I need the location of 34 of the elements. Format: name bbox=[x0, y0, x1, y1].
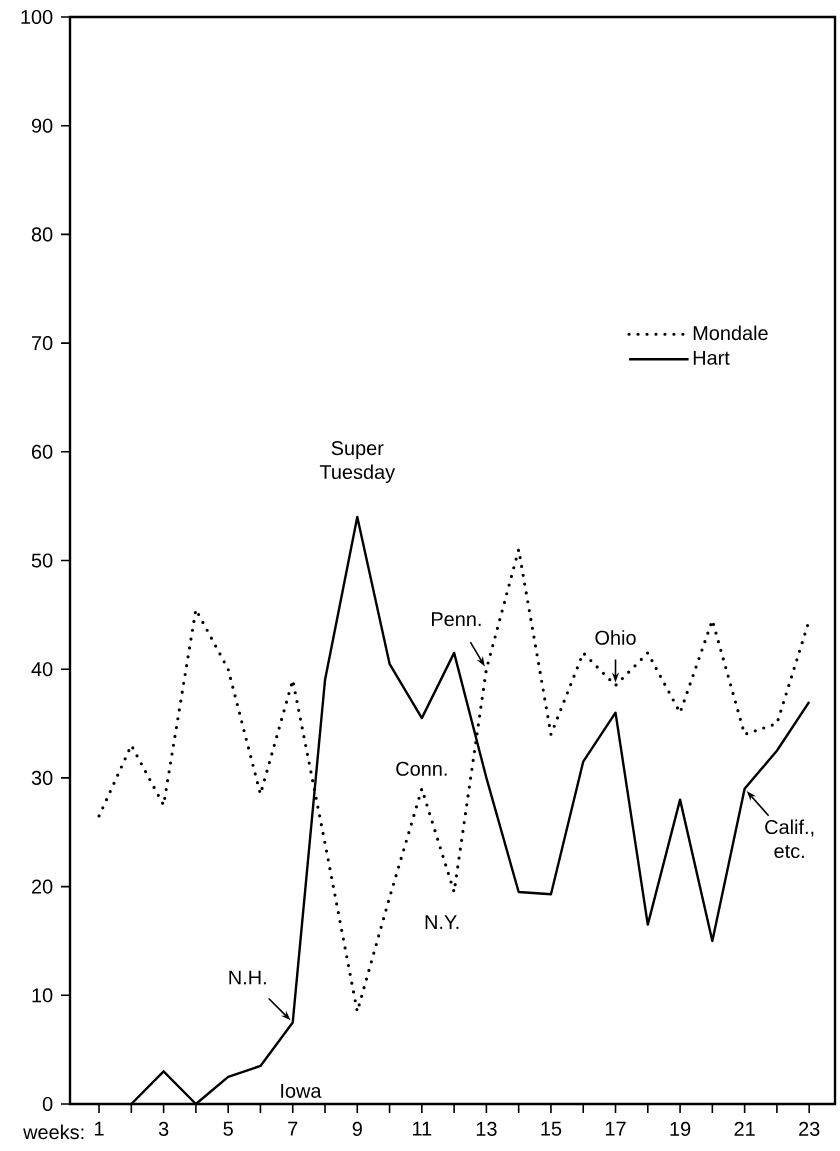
legend-label: Mondale bbox=[693, 325, 768, 341]
x-tick-label: 19 bbox=[670, 1121, 691, 1136]
y-tick-label: 40 bbox=[31, 662, 53, 677]
y-tick-label: 70 bbox=[32, 336, 53, 351]
x-axis-title: weeks: bbox=[23, 1124, 84, 1140]
annotation: N.H. bbox=[229, 970, 266, 985]
y-tick-label: 50 bbox=[31, 553, 53, 568]
x-tick-label: 23 bbox=[799, 1121, 820, 1136]
y-tick-label: 0 bbox=[42, 1096, 53, 1112]
x-tick-label: 5 bbox=[223, 1121, 233, 1136]
annotation: Super Tuesday bbox=[319, 441, 396, 483]
x-tick-label: 7 bbox=[288, 1121, 298, 1136]
annotation: N.Y. bbox=[425, 915, 459, 929]
annotation: Penn. bbox=[432, 612, 481, 627]
x-tick-label: 13 bbox=[476, 1121, 497, 1136]
annotation: Iowa bbox=[281, 1084, 322, 1098]
annotation: Ohio bbox=[595, 630, 636, 645]
y-tick-label: 20 bbox=[32, 879, 53, 894]
x-tick-label: 9 bbox=[352, 1121, 362, 1136]
legend-label: Hart bbox=[693, 350, 730, 365]
x-tick-label: 3 bbox=[158, 1121, 169, 1136]
x-tick-label: 17 bbox=[605, 1121, 626, 1136]
y-tick-label: 30 bbox=[31, 770, 53, 785]
annotation: Conn. bbox=[396, 761, 447, 776]
annotation: Calif., etc. bbox=[765, 819, 814, 859]
x-tick-label: 1 bbox=[95, 1121, 104, 1136]
x-tick-label: 21 bbox=[734, 1121, 755, 1136]
x-tick-label: 11 bbox=[413, 1121, 432, 1136]
y-tick-label: 10 bbox=[32, 988, 53, 1003]
y-tick-label: 60 bbox=[32, 444, 53, 459]
y-tick-label: 90 bbox=[31, 118, 53, 133]
y-tick-label: 80 bbox=[31, 227, 53, 242]
x-tick-label: 15 bbox=[541, 1121, 562, 1136]
y-tick-label: 100 bbox=[21, 9, 53, 25]
